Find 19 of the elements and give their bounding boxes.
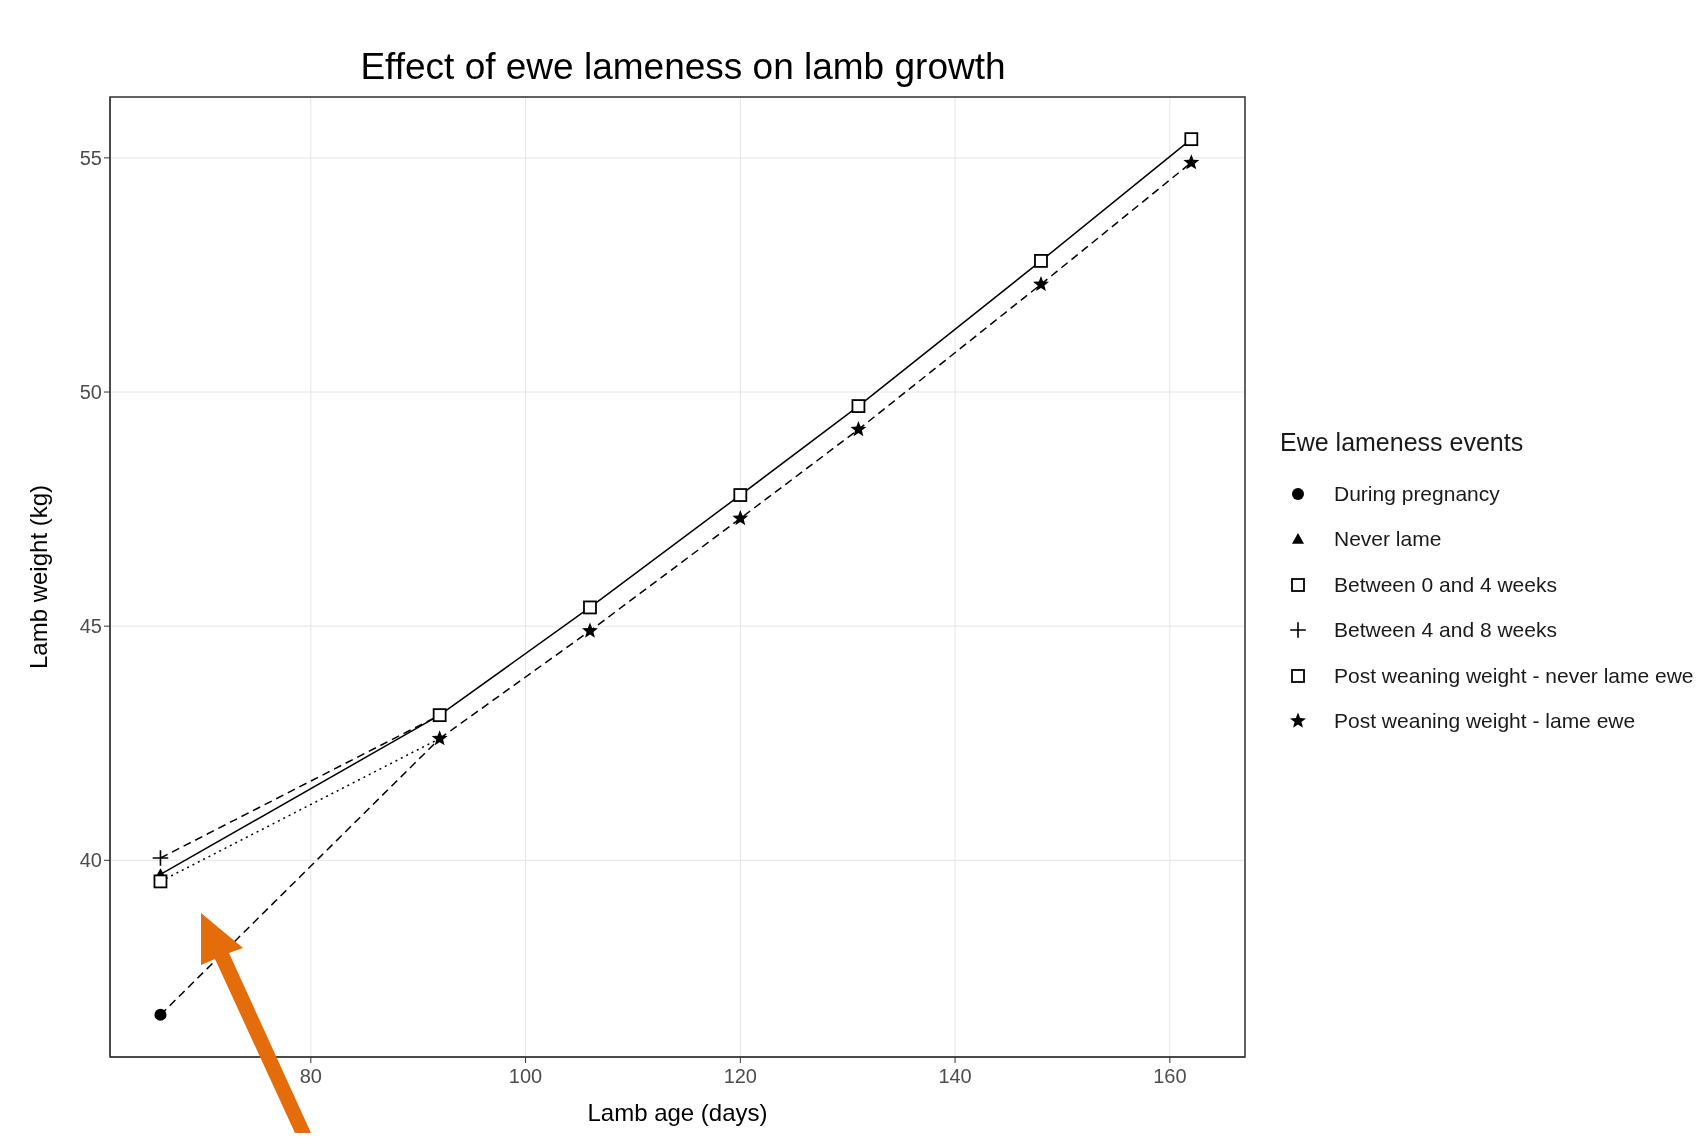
y-tick-label: 40	[79, 849, 102, 872]
x-axis-title: Lamb age (days)	[587, 1099, 768, 1126]
legend-label: Never lame	[1334, 527, 1442, 552]
legend-label: Post weaning weight - lame ewe	[1334, 709, 1636, 734]
chart-title: Effect of ewe lameness on lamb growth	[359, 46, 1007, 88]
legend-title: Ewe lameness events	[1280, 428, 1525, 457]
x-tick-label: 120	[723, 1065, 757, 1088]
x-tick-label: 100	[508, 1065, 543, 1088]
y-tick-label: 45	[79, 615, 102, 638]
x-tick-label: 140	[938, 1065, 972, 1088]
legend-label: Between 0 and 4 weeks	[1334, 572, 1557, 597]
legend-label: During pregnancy	[1334, 481, 1500, 506]
y-tick-label: 50	[79, 381, 102, 404]
legend-label: Between 4 and 8 weeks	[1334, 618, 1557, 643]
legend-label: Post weaning weight - never lame ewe	[1334, 663, 1694, 688]
y-axis-title: Lamb weight (kg)	[24, 484, 52, 670]
x-tick-label: 160	[1153, 1065, 1187, 1088]
y-tick-label: 55	[79, 146, 102, 169]
x-tick-label: 80	[299, 1065, 322, 1088]
